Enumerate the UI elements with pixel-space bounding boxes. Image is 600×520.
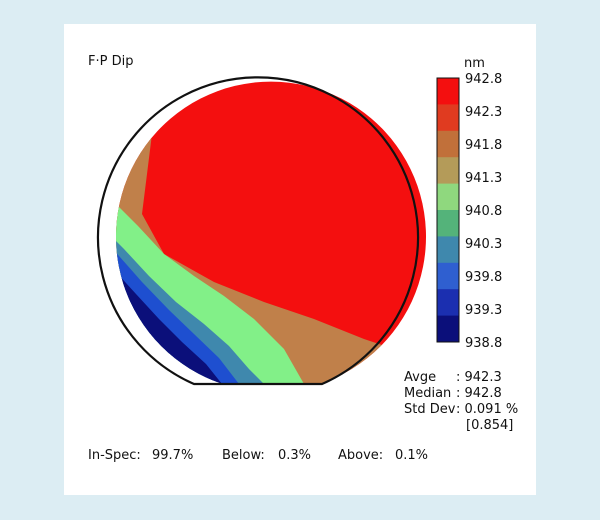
stat-stddev-value: : 0.091 % [456, 402, 518, 417]
colorbar-tick-label: 942.8 [465, 72, 502, 87]
above-label: Above: [338, 448, 383, 463]
stat-stddev-label: Std Dev [404, 402, 456, 417]
above-value: 0.1% [395, 448, 428, 463]
wafer-map-chart: F·P Dip nm 942.8 942.3 941.8 941.3 940.8 940.… [88, 54, 518, 463]
stat-median-label: Median [404, 386, 451, 401]
colorbar-segment [437, 183, 459, 211]
stat-range-value: [0.854] [466, 418, 513, 433]
colorbar [436, 77, 460, 343]
colorbar-tick-label: 941.3 [465, 171, 502, 186]
below-value: 0.3% [278, 448, 311, 463]
chart-title: F·P Dip [88, 54, 133, 69]
colorbar-segment [437, 210, 459, 237]
colorbar-tick-label: 940.8 [465, 204, 502, 219]
colorbar-tick-label: 939.3 [465, 303, 502, 318]
wafer-map [116, 81, 426, 384]
colorbar-segment [437, 130, 459, 158]
stat-median-value: : 942.8 [456, 386, 502, 401]
in-spec-label: In-Spec: [88, 448, 141, 463]
stat-avge-label: Avge [404, 370, 436, 385]
summary-line: In-Spec: 99.7% Below: 0.3% Above: 0.1% [88, 448, 428, 463]
wafer-map-panel: F·P Dip nm 942.8 942.3 941.8 941.3 940.8 940.… [64, 24, 536, 495]
colorbar-segment [437, 236, 459, 264]
colorbar-segment [437, 104, 459, 132]
colorbar-segment [437, 315, 459, 343]
colorbar-segment [437, 289, 459, 317]
in-spec-value: 99.7% [152, 448, 193, 463]
colorbar-tick-label: 938.8 [465, 336, 502, 351]
below-label: Below: [222, 448, 265, 463]
stat-avge-value: : 942.3 [456, 370, 502, 385]
colorbar-tick-label: 942.3 [465, 105, 502, 120]
colorbar-tick-label: 941.8 [465, 138, 502, 153]
colorbar-frame [436, 77, 460, 343]
colorbar-ticks: 942.8 942.3 941.8 941.3 940.8 940.3 939.8 939.3… [465, 72, 502, 351]
colorbar-segment [437, 78, 459, 105]
colorbar-tick-label: 939.8 [465, 270, 502, 285]
colorbar-segment [437, 157, 459, 185]
colorbar-segment [437, 262, 459, 290]
wafer-outline [96, 76, 420, 386]
stats-block: Avge : 942.3 Median : 942.8 Std Dev : 0.… [404, 370, 518, 433]
colorbar-unit: nm [464, 56, 485, 71]
colorbar-tick-label: 940.3 [465, 237, 502, 252]
